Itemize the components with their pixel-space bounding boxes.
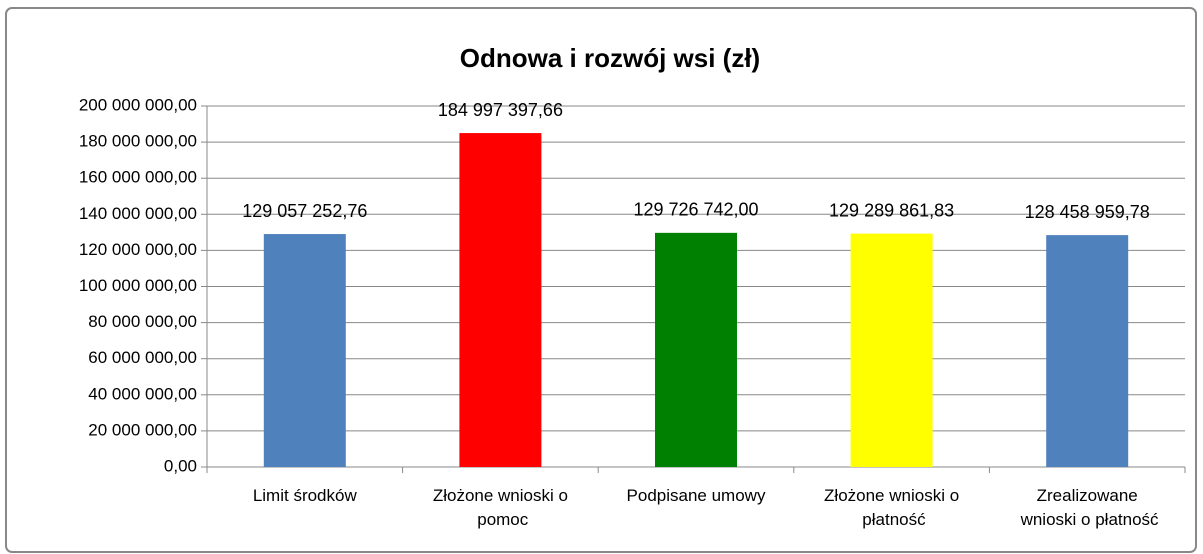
bar bbox=[459, 133, 542, 467]
y-tick-label: 100 000 000,00 bbox=[79, 276, 197, 295]
bar bbox=[263, 234, 346, 467]
y-tick-label: 140 000 000,00 bbox=[79, 204, 197, 223]
y-tick-label: 0,00 bbox=[164, 456, 197, 475]
bar bbox=[1046, 235, 1129, 467]
y-tick-label: 200 000 000,00 bbox=[79, 95, 197, 114]
data-label: 129 057 252,76 bbox=[242, 201, 367, 221]
y-tick-label: 60 000 000,00 bbox=[88, 348, 197, 367]
y-tick-label: 80 000 000,00 bbox=[88, 312, 197, 331]
bar bbox=[655, 232, 737, 467]
data-label: 184 997 397,66 bbox=[438, 100, 563, 120]
y-tick-label: 120 000 000,00 bbox=[79, 240, 197, 259]
x-tick-label: Złożone wnioski o płatność bbox=[824, 486, 959, 529]
x-tick-label: Złożone wnioski o pomoc bbox=[433, 486, 568, 529]
y-tick-label: 180 000 000,00 bbox=[79, 132, 197, 151]
data-label: 128 458 959,78 bbox=[1025, 202, 1150, 222]
y-tick-label: 20 000 000,00 bbox=[88, 420, 197, 439]
y-tick-label: 160 000 000,00 bbox=[79, 168, 197, 187]
chart-title: Odnowa i rozwój wsi (zł) bbox=[460, 43, 760, 73]
data-label: 129 726 742,00 bbox=[633, 200, 758, 220]
x-tick-label: Zrealizowane wnioski o płatność bbox=[1016, 486, 1159, 529]
bar bbox=[850, 233, 933, 467]
y-tick-label: 40 000 000,00 bbox=[88, 384, 197, 403]
x-tick-label: Podpisane umowy bbox=[627, 486, 766, 505]
x-tick-label: Limit środków bbox=[253, 486, 358, 505]
data-label: 129 289 861,83 bbox=[829, 200, 954, 220]
